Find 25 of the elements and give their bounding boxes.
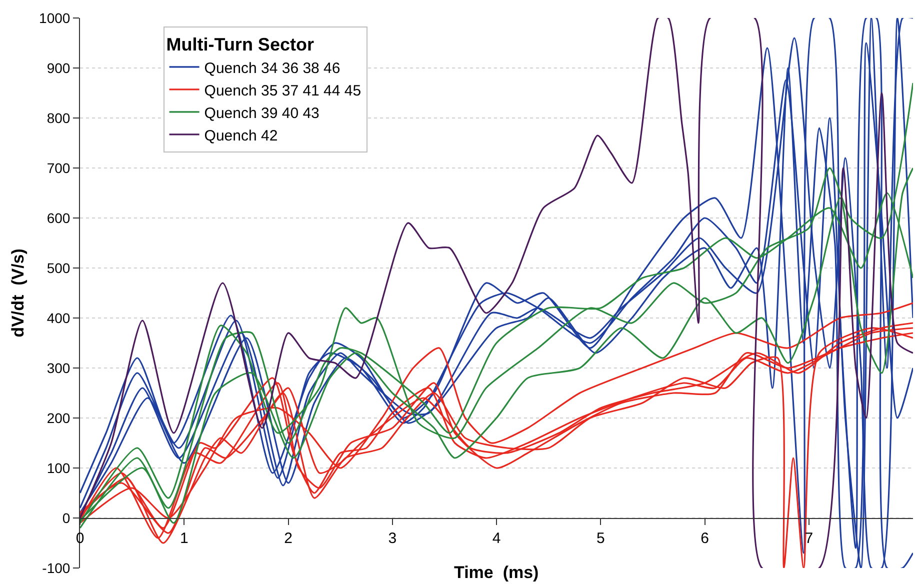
legend-label: Quench 35 37 41 44 45 [204, 82, 362, 100]
y-tick-label: 500 [46, 260, 70, 276]
x-tick-label: 5 [596, 530, 605, 547]
x-tick-label: 3 [388, 530, 397, 547]
x-tick-label: 1 [180, 530, 188, 547]
x-tick-label: 4 [492, 530, 501, 547]
x-tick-label: 2 [284, 530, 292, 547]
y-tick-label: 1000 [39, 10, 70, 26]
y-tick-label: 100 [46, 460, 70, 476]
y-tick-label: 0 [62, 510, 70, 526]
legend-title: Multi-Turn Sector [166, 34, 314, 55]
y-tick-label: 200 [46, 410, 70, 426]
y-tick-label: 300 [46, 360, 70, 376]
x-axis-title: Time (ms) [454, 563, 539, 582]
y-tick-label: 800 [46, 110, 70, 126]
y-tick-label: -100 [42, 560, 70, 576]
y-tick-label: 700 [46, 160, 70, 176]
y-tick-label: 400 [46, 310, 70, 326]
y-tick-label: 900 [46, 60, 70, 76]
y-axis-title: dV/dt (V/s) [8, 248, 28, 338]
legend-label: Quench 34 36 38 46 [204, 60, 340, 77]
x-tick-label: 6 [700, 530, 709, 547]
y-tick-label: 600 [46, 210, 70, 226]
legend-label: Quench 39 40 43 [204, 104, 320, 122]
legend-label: Quench 42 [204, 127, 278, 144]
